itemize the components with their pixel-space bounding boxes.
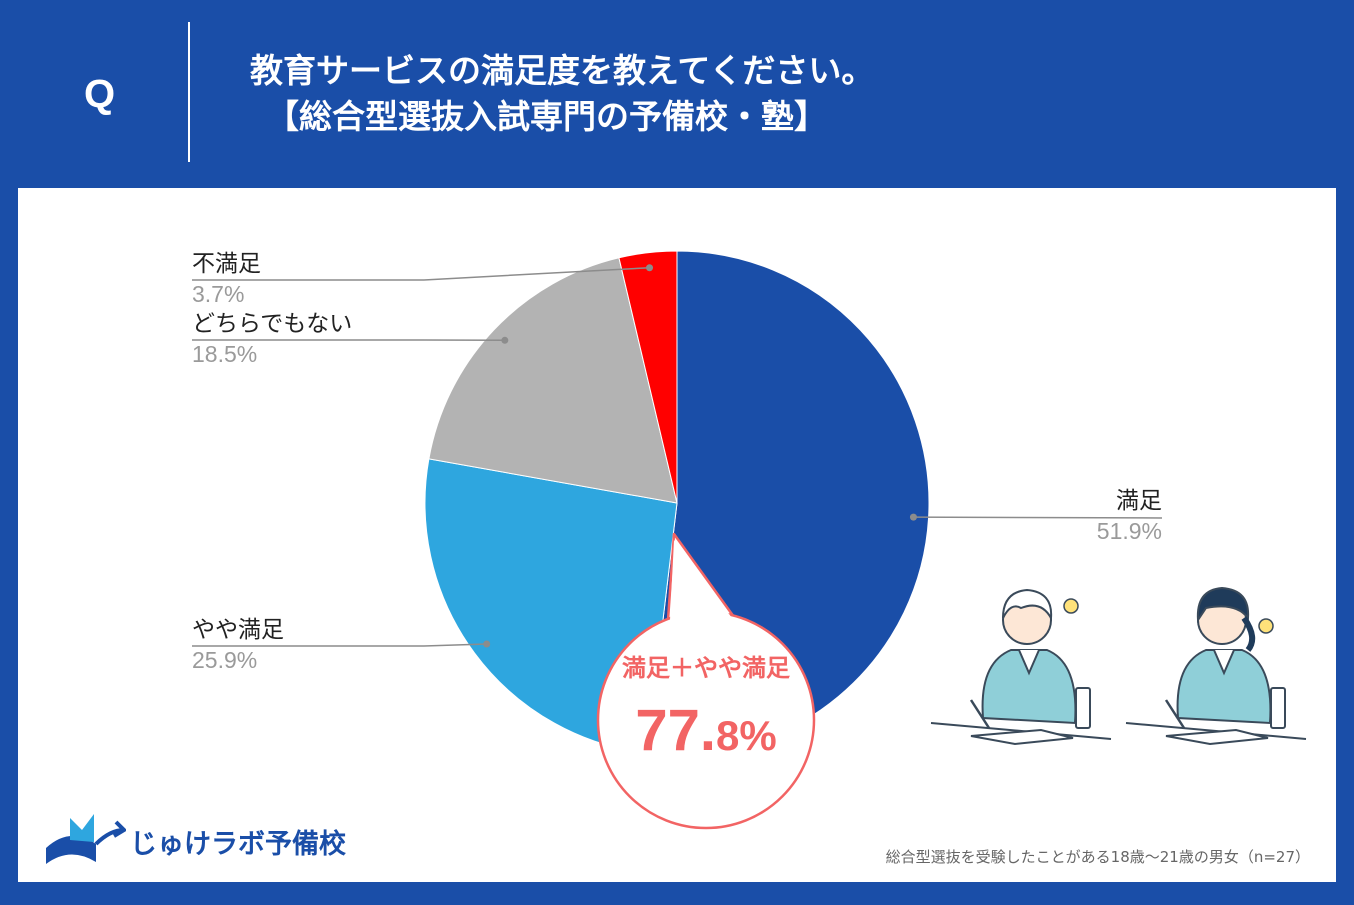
brand-logo: じゅけラボ予備校: [40, 808, 370, 868]
header-divider: [188, 22, 190, 162]
pie-slice-dissatisfied: [618, 250, 678, 504]
slice-label-somewhat-satisfied: やや満足 25.9%: [192, 615, 284, 675]
pie-slice-neutral: [428, 257, 678, 504]
callout-title: 満足＋やや満足: [622, 654, 790, 682]
slice-label-dissatisfied: 不満足 3.7%: [192, 249, 261, 309]
chart-panel: 満足＋やや満足 77.8% 満足 51.9% やや満足 25.9% どちらでもない…: [18, 188, 1336, 882]
footnote: 総合型選抜を受験したことがある18歳～21歳の男女（n=27）: [885, 848, 1310, 866]
slice-label-value: 18.5%: [192, 341, 258, 367]
slice-label-satisfied: 満足 51.9%: [1078, 486, 1162, 546]
students-studying-icon: [930, 586, 1307, 746]
book-logo-icon: [46, 814, 126, 864]
leader-line-dissatisfied: [192, 266, 650, 281]
logo-text: じゅけラボ予備校: [130, 829, 346, 860]
leader-dot-neutral: [501, 336, 509, 344]
slice-label-value: 25.9%: [192, 647, 258, 673]
title-line-1: 教育サービスの満足度を教えてください。: [250, 51, 875, 90]
callout-bubble: 満足＋やや満足 77.8%: [596, 532, 816, 830]
question-mark: Q: [84, 72, 116, 116]
leader-dot-satisfied: [909, 513, 917, 521]
title-line-2: 【総合型選抜入試専門の予備校・塾】: [266, 97, 827, 136]
slice-label-name: やや満足: [192, 617, 284, 643]
slice-label-neutral: どちらでもない 18.5%: [192, 309, 352, 369]
leader-line-somewhat-satisfied: [192, 643, 487, 647]
leader-dot-dissatisfied: [646, 264, 654, 272]
slice-label-value: 3.7%: [192, 281, 245, 307]
slice-label-name: どちらでもない: [192, 311, 353, 337]
callout-value: 77.8%: [635, 698, 776, 763]
header: Q 教育サービスの満足度を教えてください。 【総合型選抜入試専門の予備校・塾】: [0, 0, 1354, 188]
question-title: 教育サービスの満足度を教えてください。 【総合型選抜入試専門の予備校・塾】: [250, 48, 874, 140]
slice-label-name: 不満足: [192, 251, 261, 277]
leader-dot-somewhat-satisfied: [483, 640, 491, 648]
leader-line-satisfied: [913, 516, 1163, 519]
student-girl-figure: [1125, 586, 1307, 746]
slice-label-name: 満足: [1116, 488, 1162, 514]
student-boy-figure: [930, 588, 1112, 746]
slice-label-value: 51.9%: [1096, 518, 1162, 544]
pie-chart: 満足＋やや満足 77.8%: [192, 250, 1307, 830]
